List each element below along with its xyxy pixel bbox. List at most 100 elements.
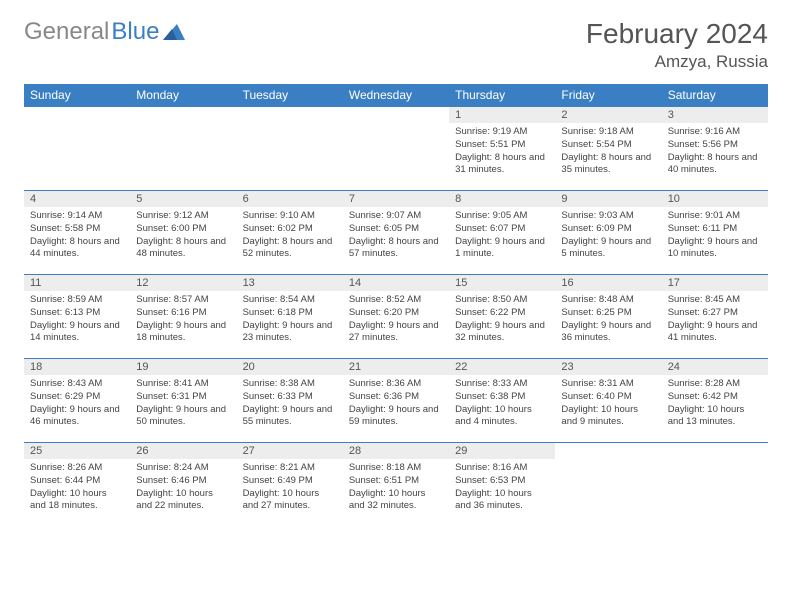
day-number: 25 — [24, 443, 130, 459]
daylight-text: Daylight: 10 hours and 32 minutes. — [349, 488, 443, 514]
sunrise-text: Sunrise: 8:18 AM — [349, 462, 443, 475]
day-details: Sunrise: 9:14 AMSunset: 5:58 PMDaylight:… — [24, 207, 130, 265]
calendar-day-cell: 6Sunrise: 9:10 AMSunset: 6:02 PMDaylight… — [237, 191, 343, 275]
title-block: February 2024 Amzya, Russia — [586, 18, 768, 72]
day-number: 13 — [237, 275, 343, 291]
sunset-text: Sunset: 6:25 PM — [561, 307, 655, 320]
calendar-day-cell: 27Sunrise: 8:21 AMSunset: 6:49 PMDayligh… — [237, 443, 343, 527]
sunset-text: Sunset: 5:56 PM — [668, 139, 762, 152]
day-number: 11 — [24, 275, 130, 291]
day-details: Sunrise: 8:24 AMSunset: 6:46 PMDaylight:… — [130, 459, 236, 517]
day-details: Sunrise: 8:33 AMSunset: 6:38 PMDaylight:… — [449, 375, 555, 433]
logo-triangle-icon — [163, 24, 185, 40]
day-number: 28 — [343, 443, 449, 459]
sunrise-text: Sunrise: 8:48 AM — [561, 294, 655, 307]
day-number: 1 — [449, 107, 555, 123]
day-number: 18 — [24, 359, 130, 375]
calendar-week-row: 11Sunrise: 8:59 AMSunset: 6:13 PMDayligh… — [24, 275, 768, 359]
day-number: 4 — [24, 191, 130, 207]
sunset-text: Sunset: 6:31 PM — [136, 391, 230, 404]
daylight-text: Daylight: 9 hours and 18 minutes. — [136, 320, 230, 346]
sunset-text: Sunset: 6:44 PM — [30, 475, 124, 488]
daylight-text: Daylight: 8 hours and 52 minutes. — [243, 236, 337, 262]
calendar-day-cell: 12Sunrise: 8:57 AMSunset: 6:16 PMDayligh… — [130, 275, 236, 359]
sunset-text: Sunset: 6:49 PM — [243, 475, 337, 488]
calendar-day-cell: 1Sunrise: 9:19 AMSunset: 5:51 PMDaylight… — [449, 107, 555, 191]
sunset-text: Sunset: 5:54 PM — [561, 139, 655, 152]
day-details: Sunrise: 8:59 AMSunset: 6:13 PMDaylight:… — [24, 291, 130, 349]
calendar-day-cell: 5Sunrise: 9:12 AMSunset: 6:00 PMDaylight… — [130, 191, 236, 275]
day-number: 23 — [555, 359, 661, 375]
day-number: 6 — [237, 191, 343, 207]
calendar-day-cell: 17Sunrise: 8:45 AMSunset: 6:27 PMDayligh… — [662, 275, 768, 359]
sunset-text: Sunset: 6:00 PM — [136, 223, 230, 236]
weekday-header: Saturday — [662, 84, 768, 107]
day-details: Sunrise: 8:21 AMSunset: 6:49 PMDaylight:… — [237, 459, 343, 517]
calendar-day-cell: 18Sunrise: 8:43 AMSunset: 6:29 PMDayligh… — [24, 359, 130, 443]
calendar-day-cell — [237, 107, 343, 191]
sunrise-text: Sunrise: 8:24 AM — [136, 462, 230, 475]
day-number: 21 — [343, 359, 449, 375]
sunrise-text: Sunrise: 9:01 AM — [668, 210, 762, 223]
calendar-week-row: 1Sunrise: 9:19 AMSunset: 5:51 PMDaylight… — [24, 107, 768, 191]
daylight-text: Daylight: 10 hours and 22 minutes. — [136, 488, 230, 514]
day-number: 2 — [555, 107, 661, 123]
sunrise-text: Sunrise: 8:45 AM — [668, 294, 762, 307]
calendar-day-cell — [662, 443, 768, 527]
calendar-week-row: 18Sunrise: 8:43 AMSunset: 6:29 PMDayligh… — [24, 359, 768, 443]
day-details: Sunrise: 8:57 AMSunset: 6:16 PMDaylight:… — [130, 291, 236, 349]
daylight-text: Daylight: 9 hours and 1 minute. — [455, 236, 549, 262]
day-details: Sunrise: 8:31 AMSunset: 6:40 PMDaylight:… — [555, 375, 661, 433]
daylight-text: Daylight: 10 hours and 9 minutes. — [561, 404, 655, 430]
daylight-text: Daylight: 10 hours and 18 minutes. — [30, 488, 124, 514]
sunset-text: Sunset: 6:20 PM — [349, 307, 443, 320]
day-details: Sunrise: 9:07 AMSunset: 6:05 PMDaylight:… — [343, 207, 449, 265]
sunset-text: Sunset: 6:36 PM — [349, 391, 443, 404]
day-details: Sunrise: 8:50 AMSunset: 6:22 PMDaylight:… — [449, 291, 555, 349]
sunrise-text: Sunrise: 8:33 AM — [455, 378, 549, 391]
calendar-day-cell: 19Sunrise: 8:41 AMSunset: 6:31 PMDayligh… — [130, 359, 236, 443]
day-details: Sunrise: 8:28 AMSunset: 6:42 PMDaylight:… — [662, 375, 768, 433]
sunset-text: Sunset: 6:40 PM — [561, 391, 655, 404]
calendar-day-cell: 14Sunrise: 8:52 AMSunset: 6:20 PMDayligh… — [343, 275, 449, 359]
daylight-text: Daylight: 9 hours and 59 minutes. — [349, 404, 443, 430]
day-details: Sunrise: 9:03 AMSunset: 6:09 PMDaylight:… — [555, 207, 661, 265]
day-details: Sunrise: 9:19 AMSunset: 5:51 PMDaylight:… — [449, 123, 555, 181]
day-details: Sunrise: 9:18 AMSunset: 5:54 PMDaylight:… — [555, 123, 661, 181]
day-number: 9 — [555, 191, 661, 207]
logo-text-gray: General — [24, 18, 109, 46]
day-number: 5 — [130, 191, 236, 207]
day-details: Sunrise: 8:52 AMSunset: 6:20 PMDaylight:… — [343, 291, 449, 349]
sunrise-text: Sunrise: 8:16 AM — [455, 462, 549, 475]
sunset-text: Sunset: 6:13 PM — [30, 307, 124, 320]
calendar-day-cell — [555, 443, 661, 527]
calendar-day-cell: 26Sunrise: 8:24 AMSunset: 6:46 PMDayligh… — [130, 443, 236, 527]
weekday-header: Monday — [130, 84, 236, 107]
day-details: Sunrise: 9:10 AMSunset: 6:02 PMDaylight:… — [237, 207, 343, 265]
calendar-table: SundayMondayTuesdayWednesdayThursdayFrid… — [24, 84, 768, 527]
day-details: Sunrise: 9:05 AMSunset: 6:07 PMDaylight:… — [449, 207, 555, 265]
sunrise-text: Sunrise: 8:50 AM — [455, 294, 549, 307]
calendar-day-cell: 29Sunrise: 8:16 AMSunset: 6:53 PMDayligh… — [449, 443, 555, 527]
weekday-header: Friday — [555, 84, 661, 107]
calendar-day-cell: 25Sunrise: 8:26 AMSunset: 6:44 PMDayligh… — [24, 443, 130, 527]
calendar-day-cell: 7Sunrise: 9:07 AMSunset: 6:05 PMDaylight… — [343, 191, 449, 275]
calendar-day-cell: 9Sunrise: 9:03 AMSunset: 6:09 PMDaylight… — [555, 191, 661, 275]
day-number: 26 — [130, 443, 236, 459]
calendar-day-cell: 13Sunrise: 8:54 AMSunset: 6:18 PMDayligh… — [237, 275, 343, 359]
page-subtitle: Amzya, Russia — [586, 52, 768, 72]
day-details: Sunrise: 9:01 AMSunset: 6:11 PMDaylight:… — [662, 207, 768, 265]
calendar-day-cell: 22Sunrise: 8:33 AMSunset: 6:38 PMDayligh… — [449, 359, 555, 443]
sunrise-text: Sunrise: 9:10 AM — [243, 210, 337, 223]
day-details: Sunrise: 9:12 AMSunset: 6:00 PMDaylight:… — [130, 207, 236, 265]
daylight-text: Daylight: 10 hours and 27 minutes. — [243, 488, 337, 514]
calendar-day-cell: 11Sunrise: 8:59 AMSunset: 6:13 PMDayligh… — [24, 275, 130, 359]
day-details: Sunrise: 8:54 AMSunset: 6:18 PMDaylight:… — [237, 291, 343, 349]
day-details: Sunrise: 8:18 AMSunset: 6:51 PMDaylight:… — [343, 459, 449, 517]
sunset-text: Sunset: 6:29 PM — [30, 391, 124, 404]
daylight-text: Daylight: 8 hours and 40 minutes. — [668, 152, 762, 178]
sunrise-text: Sunrise: 8:57 AM — [136, 294, 230, 307]
sunset-text: Sunset: 5:58 PM — [30, 223, 124, 236]
logo: GeneralBlue — [24, 18, 185, 46]
sunset-text: Sunset: 6:22 PM — [455, 307, 549, 320]
